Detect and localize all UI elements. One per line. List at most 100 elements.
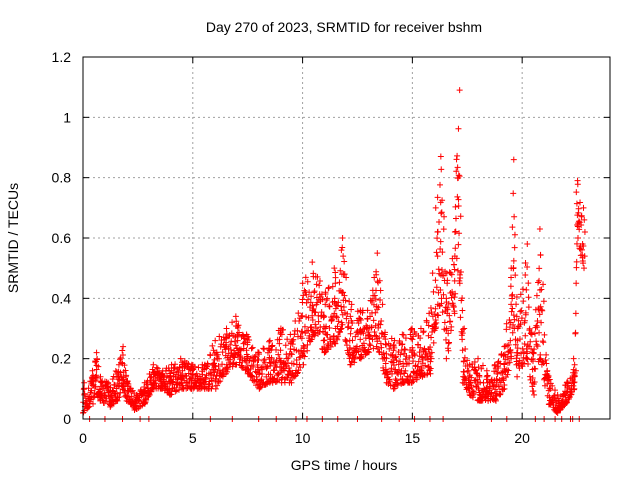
data-point: [324, 295, 331, 302]
data-point: [188, 385, 195, 392]
data-point: [531, 346, 538, 353]
data-point: [81, 391, 88, 398]
data-point: [234, 332, 241, 339]
data-point: [390, 362, 397, 369]
data-point: [341, 292, 348, 299]
data-point: [321, 313, 328, 320]
data-point: [316, 329, 323, 336]
data-point: [388, 365, 395, 372]
data-point: [511, 316, 518, 323]
data-point: [443, 325, 450, 332]
data-point: [524, 348, 531, 355]
data-point: [433, 249, 440, 256]
data-point: [465, 385, 472, 392]
data-point: [214, 382, 221, 389]
data-point: [294, 370, 301, 377]
data-point: [305, 314, 312, 321]
data-point: [217, 378, 224, 385]
data-point: [421, 345, 428, 352]
data-point: [530, 387, 537, 394]
data-point: [444, 310, 451, 317]
data-point: [408, 379, 415, 386]
data-point: [285, 355, 292, 362]
data-point: [271, 367, 278, 374]
data-point: [339, 289, 346, 296]
data-point: [212, 337, 219, 344]
data-point: [276, 336, 283, 343]
data-point: [361, 344, 368, 351]
data-point: [266, 338, 273, 345]
data-point: [488, 389, 495, 396]
data-point: [497, 391, 504, 398]
data-point: [355, 331, 362, 338]
data-point: [190, 381, 197, 388]
data-point: [514, 337, 521, 344]
data-point: [470, 388, 477, 395]
data-point: [322, 289, 329, 296]
data-point: [518, 361, 525, 368]
data-point: [322, 301, 329, 308]
data-point: [524, 356, 531, 363]
data-point: [168, 361, 175, 368]
data-point: [304, 278, 311, 285]
data-point: [581, 253, 588, 260]
data-point: [438, 266, 445, 273]
data-point: [448, 323, 455, 330]
data-point: [244, 362, 251, 369]
data-point: [392, 353, 399, 360]
data-point: [320, 314, 327, 321]
data-point: [540, 281, 547, 288]
data-point: [540, 339, 547, 346]
data-point: [572, 373, 579, 380]
data-point: [434, 228, 441, 235]
data-point: [533, 322, 540, 329]
data-point: [132, 394, 139, 401]
data-point: [427, 358, 434, 365]
data-point: [471, 358, 478, 365]
data-point: [375, 324, 382, 331]
data-point: [575, 218, 582, 225]
data-point: [300, 345, 307, 352]
data-point: [492, 390, 499, 397]
data-point: [533, 341, 540, 348]
data-point: [386, 378, 393, 385]
data-point: [494, 368, 501, 375]
data-point: [409, 347, 416, 354]
data-point: [248, 345, 255, 352]
data-point: [414, 363, 421, 370]
data-point: [441, 319, 448, 326]
x-axis-label: GPS time / hours: [291, 457, 398, 473]
data-point: [302, 274, 309, 281]
data-point: [432, 325, 439, 332]
data-point: [438, 166, 445, 173]
x-tick-label: 15: [405, 430, 421, 446]
data-point: [119, 347, 126, 354]
data-point: [320, 337, 327, 344]
data-point: [240, 332, 247, 339]
data-point: [510, 190, 517, 197]
data-point: [555, 402, 562, 409]
data-point: [573, 240, 580, 247]
data-point: [406, 373, 413, 380]
data-point: [434, 301, 441, 308]
data-point: [572, 329, 579, 336]
data-point: [514, 373, 521, 380]
data-point: [500, 377, 507, 384]
data-point: [578, 212, 585, 219]
data-point: [485, 397, 492, 404]
data-point: [510, 312, 517, 319]
data-point: [472, 366, 479, 373]
data-point: [562, 388, 569, 395]
data-point: [296, 354, 303, 361]
data-point: [201, 366, 208, 373]
data-point: [175, 386, 182, 393]
data-point: [117, 369, 124, 376]
data-point: [299, 296, 306, 303]
data-point: [379, 301, 386, 308]
data-point: [340, 303, 347, 310]
data-point: [277, 325, 284, 332]
data-point: [122, 373, 129, 380]
data-point: [476, 397, 483, 404]
data-point: [475, 355, 482, 362]
data-point: [357, 317, 364, 324]
